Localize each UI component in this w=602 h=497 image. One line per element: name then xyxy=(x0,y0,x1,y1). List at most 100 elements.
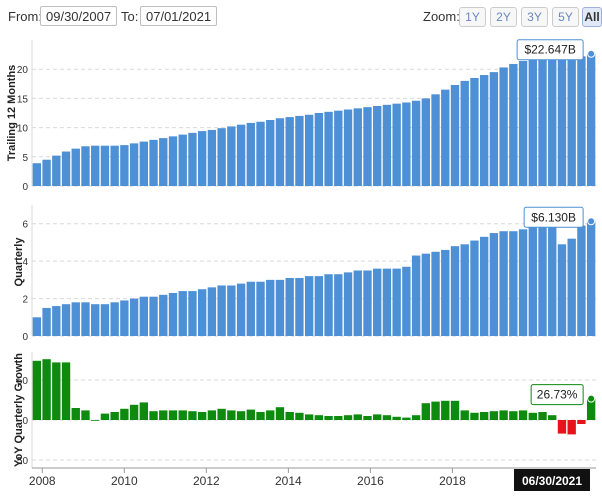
bar xyxy=(314,113,324,186)
bar xyxy=(217,285,226,336)
bar xyxy=(343,272,353,336)
bar xyxy=(557,55,567,187)
bar xyxy=(149,296,158,336)
bar xyxy=(304,414,314,420)
bar xyxy=(548,223,557,336)
bar xyxy=(353,108,362,186)
navigator-date-badge: 06/30/2021 xyxy=(514,469,590,491)
bar xyxy=(197,412,207,420)
x-tick-label: 2018 xyxy=(439,474,466,488)
bar xyxy=(538,55,547,186)
bar xyxy=(42,159,51,186)
bar xyxy=(149,139,158,186)
bar xyxy=(499,410,508,420)
bar xyxy=(392,268,401,336)
bar xyxy=(207,129,217,186)
y-tick-label: -50 xyxy=(14,456,29,467)
bar xyxy=(91,145,100,186)
bar xyxy=(236,124,246,186)
bar xyxy=(246,122,255,186)
bar xyxy=(236,411,246,420)
bar xyxy=(295,412,304,420)
bar xyxy=(441,400,450,420)
bar xyxy=(52,155,61,186)
bar xyxy=(32,317,42,336)
bar xyxy=(71,408,80,420)
bar xyxy=(479,236,489,336)
bar xyxy=(110,412,119,420)
bar xyxy=(528,412,537,420)
bar xyxy=(120,145,129,186)
bar xyxy=(285,412,294,420)
to-date-input[interactable]: 07/01/2021 xyxy=(140,6,217,26)
bar xyxy=(363,270,372,336)
bar xyxy=(441,89,450,186)
bar xyxy=(246,281,255,336)
bar xyxy=(188,291,197,336)
bar xyxy=(304,114,314,186)
zoom-2y-button[interactable]: 2Y xyxy=(490,7,517,27)
range-toolbar: From: 09/30/2007 To: 07/01/2021 Zoom: 1Y… xyxy=(0,0,602,32)
bar xyxy=(334,416,343,420)
y-tick-label: 0 xyxy=(22,416,28,427)
bar xyxy=(129,298,139,336)
bar xyxy=(567,420,576,435)
bar xyxy=(334,110,343,186)
y-tick-label: 10 xyxy=(17,124,29,135)
bar xyxy=(285,277,294,336)
bar xyxy=(227,285,236,336)
bar xyxy=(431,401,440,420)
bar xyxy=(188,411,197,420)
zoom-all-button[interactable]: All xyxy=(582,7,602,27)
bar xyxy=(197,131,207,186)
bar xyxy=(285,117,294,186)
bar xyxy=(207,287,217,336)
bar xyxy=(363,107,372,186)
bar xyxy=(275,407,285,420)
bar xyxy=(509,63,518,186)
to-label: To: xyxy=(121,9,139,24)
bar xyxy=(353,414,362,420)
bar xyxy=(110,302,119,336)
bar xyxy=(120,300,129,336)
bar xyxy=(275,118,285,186)
bar xyxy=(129,143,139,186)
bar xyxy=(548,54,557,187)
x-tick-label: 2012 xyxy=(193,474,220,488)
bar xyxy=(353,270,362,336)
zoom-3y-button[interactable]: 3Y xyxy=(521,7,548,27)
bar xyxy=(402,417,411,420)
bar xyxy=(421,98,431,186)
bar xyxy=(324,111,333,186)
bar xyxy=(586,221,596,336)
bar xyxy=(149,411,158,420)
bar xyxy=(557,420,567,434)
navigator-date-box xyxy=(514,469,590,491)
bar xyxy=(567,238,576,336)
bar xyxy=(100,145,110,186)
bar xyxy=(168,136,178,186)
zoom-1y-button[interactable]: 1Y xyxy=(459,7,486,27)
x-tick-label: 2014 xyxy=(275,474,302,488)
bar xyxy=(382,415,392,420)
zoom-5y-button[interactable]: 5Y xyxy=(552,7,579,27)
bar xyxy=(479,412,489,420)
from-date-input[interactable]: 09/30/2007 xyxy=(40,6,117,26)
y-tick-label: 0 xyxy=(22,182,28,193)
bar xyxy=(217,408,226,420)
bar xyxy=(275,279,285,336)
bar xyxy=(567,56,576,186)
bar xyxy=(100,304,110,336)
bar xyxy=(489,72,499,186)
y-tick-label: 2 xyxy=(22,295,28,306)
bar xyxy=(402,102,411,186)
x-tick-label: 2016 xyxy=(357,474,384,488)
x-tick-label: 2008 xyxy=(29,474,56,488)
bar xyxy=(343,109,353,186)
bar xyxy=(382,104,392,186)
bar xyxy=(304,276,314,336)
last-value-label: $6.130B xyxy=(531,210,576,224)
bar xyxy=(538,412,547,420)
